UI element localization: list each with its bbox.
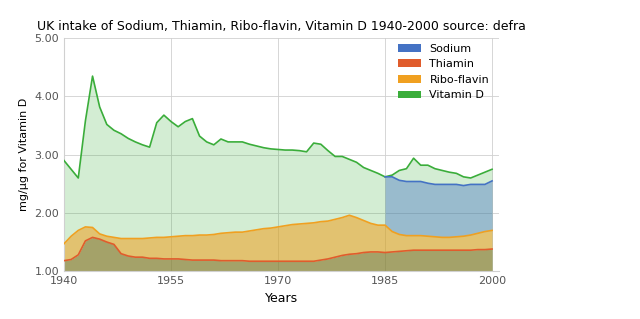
Legend: Sodium, Thiamin, Ribo-flavin, Vitamin D: Sodium, Thiamin, Ribo-flavin, Vitamin D — [394, 39, 493, 105]
X-axis label: Years: Years — [265, 292, 298, 305]
Y-axis label: mg/µg for Vitamin D: mg/µg for Vitamin D — [19, 98, 29, 211]
Title: UK intake of Sodium, Thiamin, Ribo-flavin, Vitamin D 1940-2000 source: defra: UK intake of Sodium, Thiamin, Ribo-flavi… — [37, 20, 526, 33]
